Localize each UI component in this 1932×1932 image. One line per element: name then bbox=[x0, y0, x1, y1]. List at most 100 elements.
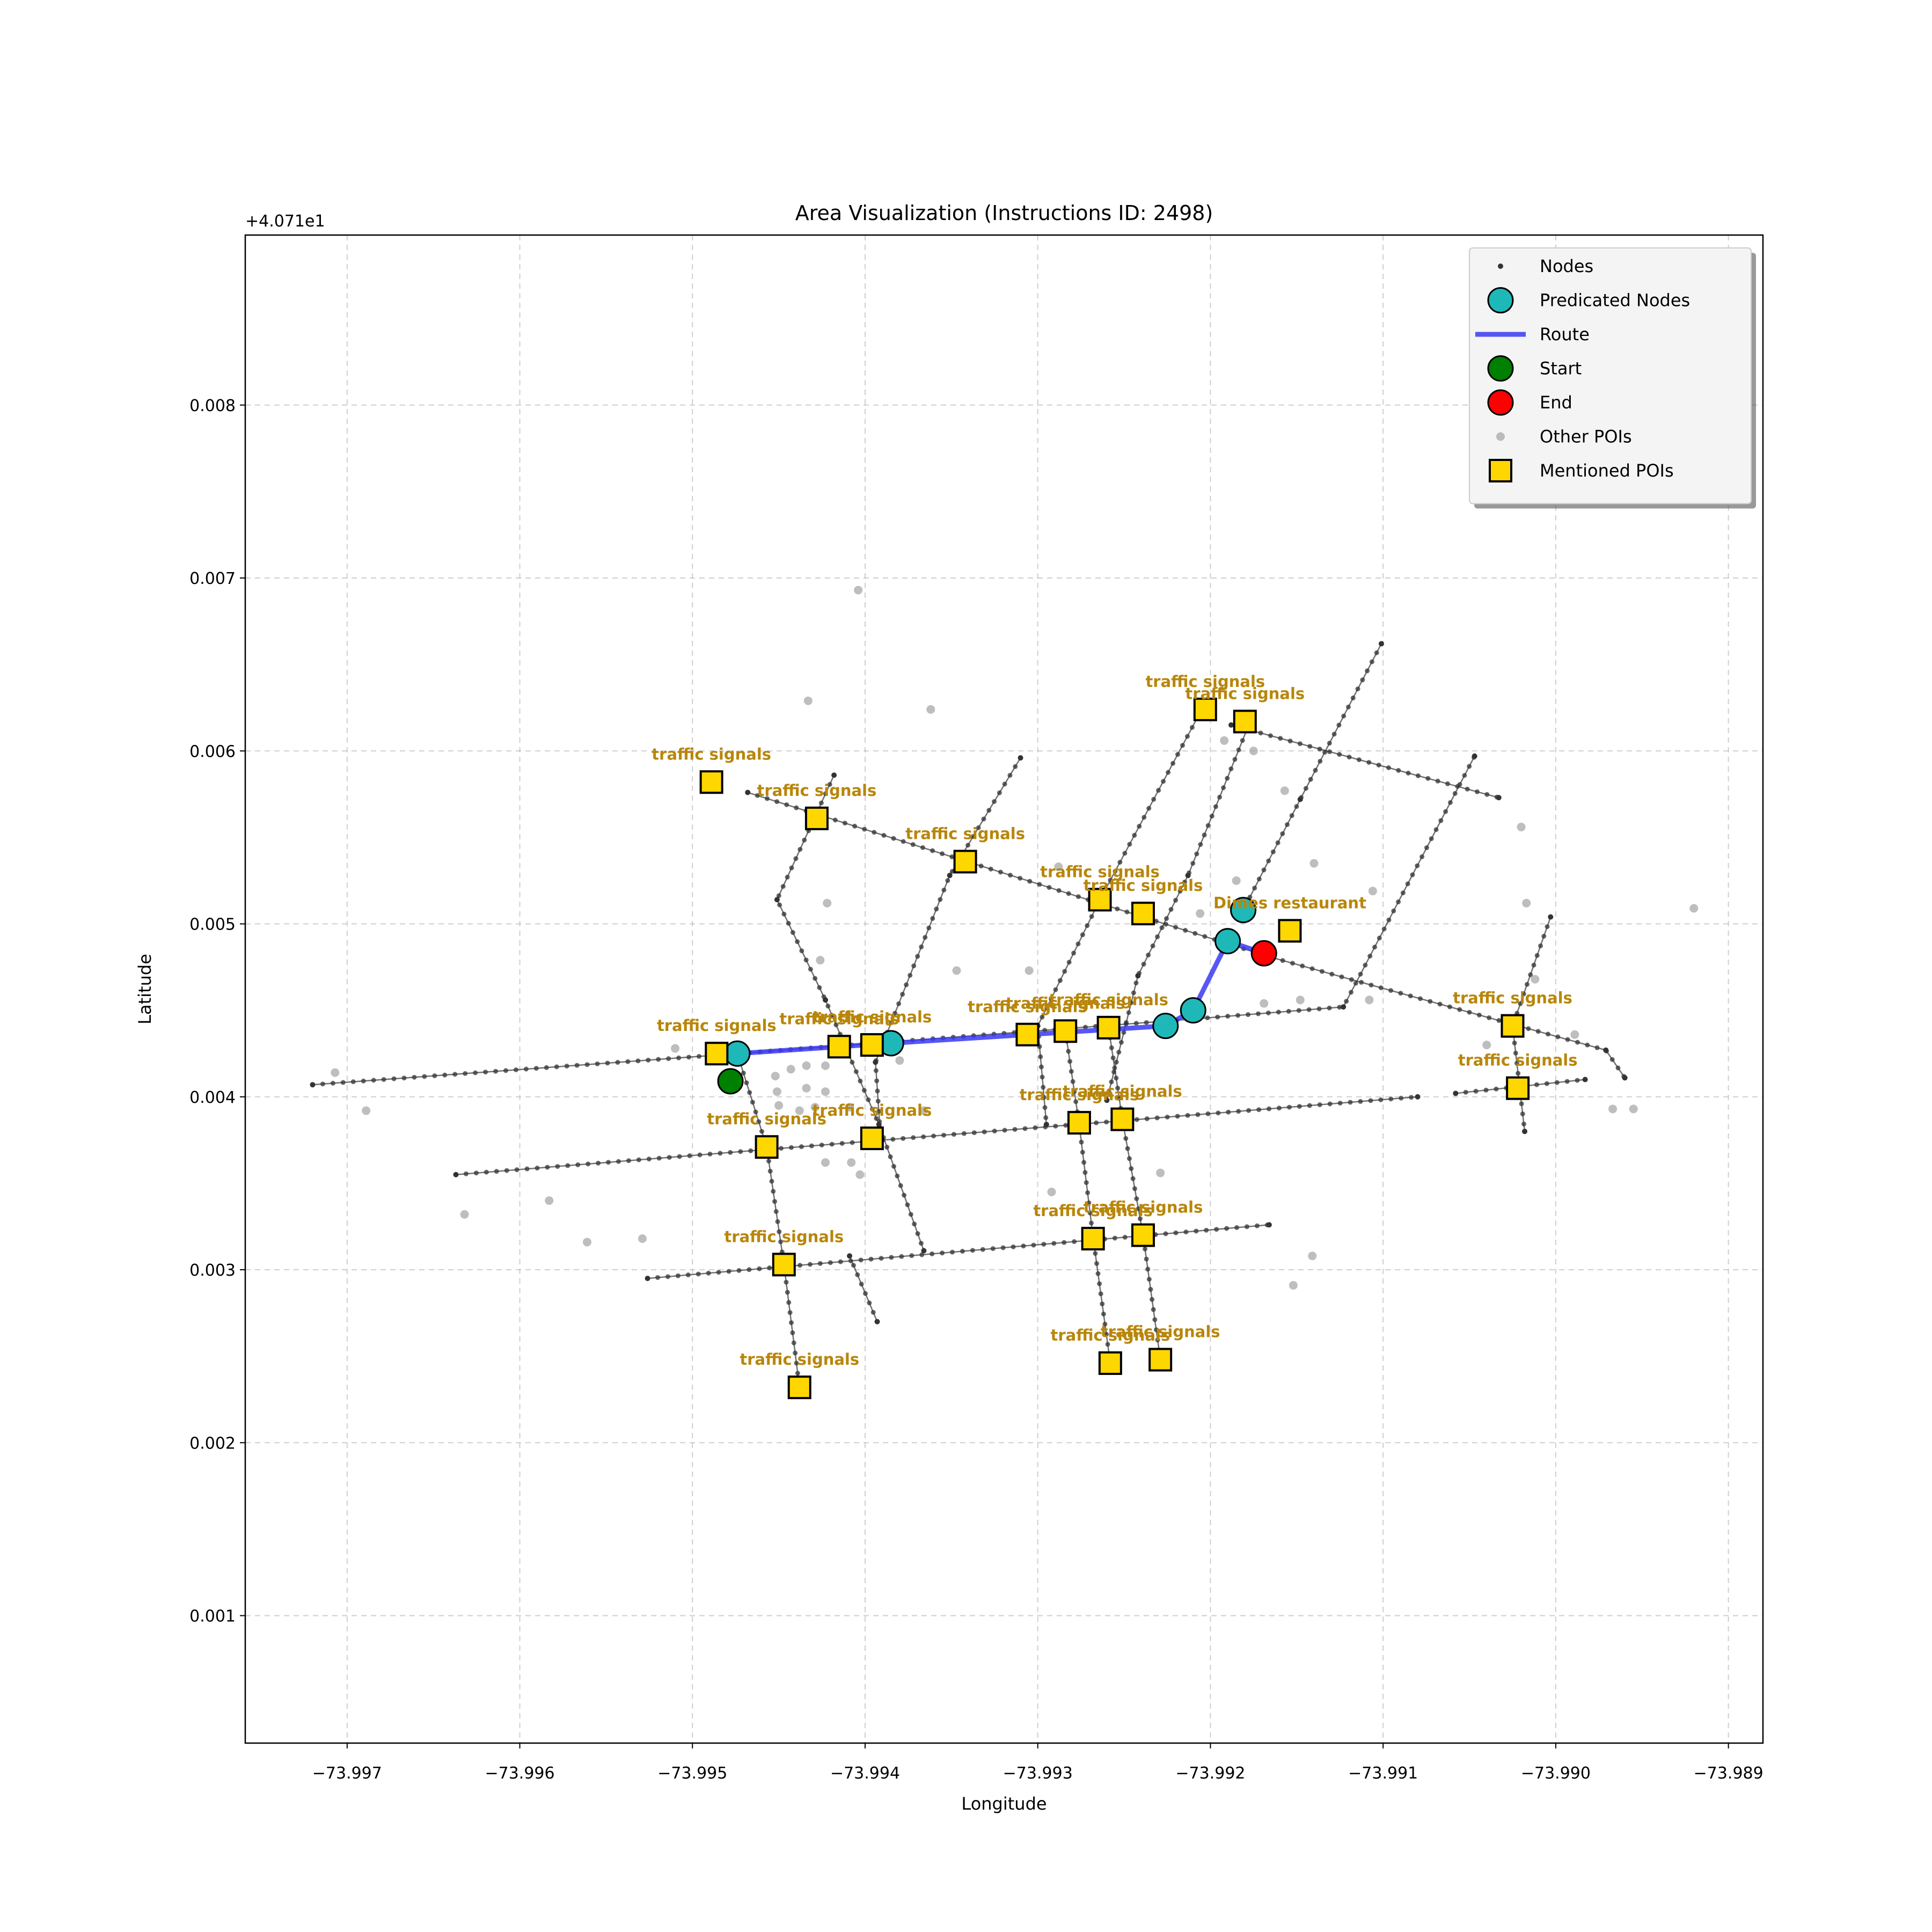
x-tick-label: −73.992 bbox=[1175, 1764, 1245, 1783]
poi-label: traffic signals bbox=[1084, 876, 1203, 895]
other-poi bbox=[854, 586, 863, 595]
x-tick-label: −73.990 bbox=[1521, 1764, 1591, 1783]
other-poi bbox=[821, 1158, 830, 1167]
street-nodes bbox=[1035, 707, 1204, 1127]
other-poi bbox=[926, 705, 935, 714]
y-tick-label: 0.007 bbox=[189, 569, 236, 588]
mentioned-poi bbox=[804, 806, 829, 830]
other-poi bbox=[638, 1234, 647, 1243]
other-poi bbox=[802, 1084, 811, 1093]
other-poi bbox=[845, 1103, 854, 1112]
mentioned-poi bbox=[860, 1126, 884, 1151]
x-axis-label: Longitude bbox=[961, 1794, 1046, 1814]
other-poi bbox=[460, 1210, 469, 1219]
poi-label: traffic signals bbox=[1033, 1202, 1153, 1220]
y-tick-label: 0.006 bbox=[189, 742, 236, 761]
x-tick-label: −73.994 bbox=[830, 1764, 900, 1783]
other-poi bbox=[823, 898, 832, 908]
street-edge bbox=[736, 1053, 800, 1388]
street-edge bbox=[1037, 709, 1203, 1125]
node bbox=[1378, 641, 1384, 647]
node bbox=[831, 772, 837, 778]
other-poi bbox=[1629, 1104, 1638, 1114]
mentioned-poi bbox=[827, 1035, 851, 1059]
street-nodes bbox=[873, 755, 1023, 1141]
legend-marker bbox=[1487, 287, 1514, 313]
node bbox=[1453, 1091, 1459, 1096]
other-poi bbox=[1531, 975, 1540, 984]
node bbox=[1228, 722, 1234, 728]
other-poi bbox=[1368, 887, 1377, 896]
other-poi bbox=[1308, 1252, 1317, 1261]
street-nodes bbox=[1104, 719, 1253, 1103]
other-poi bbox=[1608, 1104, 1618, 1114]
marker-circle bbox=[717, 1068, 744, 1095]
mentioned-poi bbox=[1233, 709, 1257, 734]
legend: Nodes Predicated Nodes Route Start End Other … bbox=[1469, 247, 1756, 509]
other-poi bbox=[1196, 909, 1205, 918]
node bbox=[1415, 1094, 1421, 1100]
x-tick-label: −73.996 bbox=[485, 1764, 554, 1783]
other-poi bbox=[847, 1158, 856, 1167]
street-nodes bbox=[1063, 1028, 1113, 1366]
other-poi bbox=[362, 1106, 371, 1115]
node bbox=[1472, 753, 1477, 759]
legend-label: Nodes bbox=[1540, 256, 1593, 276]
node bbox=[1185, 873, 1191, 879]
street-nodes bbox=[1510, 914, 1553, 1134]
marker-circle bbox=[1230, 897, 1257, 924]
poi-label: traffic signals bbox=[813, 1008, 932, 1026]
legend-label: Route bbox=[1540, 324, 1590, 345]
poi-label: traffic signals bbox=[1063, 1082, 1182, 1101]
mentioned-poi bbox=[1193, 697, 1217, 721]
y-tick-label: 0.005 bbox=[189, 916, 236, 934]
poi-label: Dimes restaurant bbox=[1213, 894, 1366, 912]
mentioned-poi bbox=[1148, 1348, 1173, 1372]
mentioned-poi bbox=[1110, 1107, 1135, 1131]
node bbox=[1266, 1222, 1272, 1228]
legend-marker bbox=[1496, 432, 1505, 441]
street-edge bbox=[1231, 724, 1499, 799]
y-tick-label: 0.004 bbox=[189, 1088, 236, 1107]
legend-box bbox=[1469, 247, 1752, 504]
mentioned-poi bbox=[1067, 1111, 1091, 1135]
other-poi bbox=[545, 1196, 554, 1205]
legend-label: End bbox=[1540, 392, 1572, 413]
axes-frame bbox=[244, 234, 1764, 1744]
other-poi bbox=[803, 696, 813, 705]
other-poi bbox=[810, 1103, 819, 1112]
legend-label: Other POIs bbox=[1540, 427, 1632, 447]
node bbox=[1104, 1097, 1110, 1103]
poi-label: traffic signals bbox=[652, 745, 771, 763]
street-nodes bbox=[774, 772, 926, 1254]
marker-circle bbox=[1180, 997, 1206, 1024]
y-tick-label: 0.008 bbox=[189, 397, 236, 415]
legend-label: Start bbox=[1540, 358, 1582, 379]
mentioned-poi bbox=[860, 1033, 884, 1057]
other-poi bbox=[1365, 996, 1374, 1005]
legend-marker bbox=[1487, 355, 1514, 382]
street-nodes bbox=[645, 1222, 1272, 1281]
node bbox=[1496, 795, 1502, 801]
poi-label: traffic signals bbox=[757, 781, 877, 800]
mentioned-poi bbox=[772, 1253, 796, 1277]
other-poi bbox=[1156, 1168, 1165, 1177]
node bbox=[745, 789, 751, 795]
node bbox=[823, 997, 829, 1003]
node bbox=[1548, 914, 1554, 920]
other-poi bbox=[802, 1061, 811, 1070]
other-poi bbox=[1260, 999, 1269, 1008]
street-nodes bbox=[745, 790, 1628, 1080]
mentioned-poi bbox=[1506, 1076, 1530, 1100]
node bbox=[774, 897, 780, 903]
other-poi bbox=[1517, 823, 1526, 832]
node bbox=[874, 1319, 880, 1324]
poi-label: traffic signals bbox=[1084, 1198, 1203, 1217]
mentioned-poi bbox=[1098, 1351, 1122, 1375]
other-poi bbox=[1522, 898, 1531, 908]
other-poi bbox=[1220, 736, 1229, 745]
other-poi bbox=[772, 1087, 781, 1096]
other-poi bbox=[821, 1061, 830, 1070]
